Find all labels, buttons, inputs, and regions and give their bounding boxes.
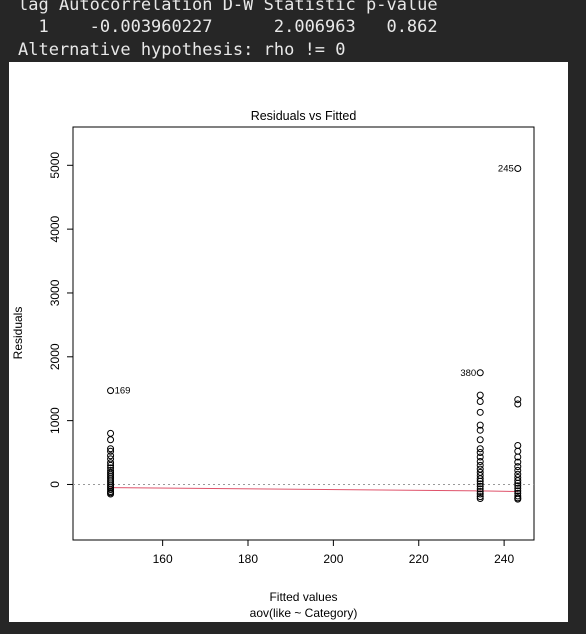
data-point <box>476 461 484 469</box>
console-line-hypothesis: Alternative hypothesis: rho != 0 <box>18 40 346 60</box>
data-point <box>514 482 522 490</box>
data-point <box>476 369 484 377</box>
data-point <box>514 447 522 455</box>
x-tick-label: 240 <box>494 552 514 566</box>
smooth-line <box>110 487 518 492</box>
x-tick-label: 220 <box>409 552 429 566</box>
chart-title: Residuals vs Fitted <box>251 109 357 123</box>
y-tick-label: 3000 <box>48 279 62 306</box>
x-tick-label: 160 <box>153 552 173 566</box>
x-axis-label: Fitted values <box>269 590 337 604</box>
y-tick-label: 5000 <box>48 152 62 179</box>
data-point <box>476 487 484 495</box>
data-point <box>476 482 484 490</box>
data-point <box>476 445 484 453</box>
data-point <box>476 436 484 444</box>
x-tick-label: 200 <box>323 552 343 566</box>
data-point <box>514 479 522 487</box>
data-point <box>476 449 484 457</box>
data-point <box>514 463 522 471</box>
data-point <box>514 400 522 408</box>
data-point <box>476 475 484 483</box>
y-tick-label: 2000 <box>48 343 62 370</box>
data-point <box>107 436 115 444</box>
data-point <box>514 453 522 461</box>
data-point <box>107 486 115 494</box>
x-axis-sublabel: aov(like ~ Category) <box>250 606 358 620</box>
data-point <box>107 459 115 467</box>
data-point <box>476 426 484 434</box>
data-point <box>514 484 522 492</box>
data-point <box>514 442 522 450</box>
data-point <box>476 408 484 416</box>
data-point <box>514 495 522 503</box>
data-point <box>476 493 484 501</box>
console-output: lag Autocorrelation D-W Statistic p-valu… <box>0 0 586 62</box>
data-point <box>476 457 484 465</box>
data-point <box>107 490 115 498</box>
data-point <box>476 490 484 498</box>
data-point <box>514 477 522 485</box>
data-point <box>476 495 484 503</box>
residuals-vs-fitted-chart: Residuals vs Fitted Fitted values aov(li… <box>11 109 535 620</box>
console-line-values: 1 -0.003960227 2.006963 0.862 <box>18 17 438 37</box>
console-line-header: lag Autocorrelation D-W Statistic p-valu… <box>18 0 438 15</box>
data-point <box>107 445 115 453</box>
plot-panel: Residuals vs Fitted Fitted values aov(li… <box>9 62 568 622</box>
data-point <box>514 487 522 495</box>
data-point <box>476 480 484 488</box>
y-axis-label: Residuals <box>11 307 25 360</box>
data-point <box>514 492 522 500</box>
y-tick-label: 4000 <box>48 215 62 242</box>
data-point <box>476 453 484 461</box>
data-point <box>107 452 115 460</box>
data-point <box>476 397 484 405</box>
y-tick-label: 0 <box>48 481 62 488</box>
data-point <box>476 391 484 399</box>
data-point <box>476 485 484 493</box>
data-point <box>107 429 115 437</box>
data-point <box>107 461 115 469</box>
data-point <box>476 477 484 485</box>
data-point <box>107 387 115 395</box>
point-annotation: 169 <box>115 386 131 397</box>
data-point <box>107 447 115 455</box>
data-point <box>514 396 522 404</box>
point-annotation: 245 <box>498 163 514 174</box>
data-point <box>514 164 522 172</box>
data-point <box>514 458 522 466</box>
x-tick-label: 180 <box>238 552 258 566</box>
data-point <box>514 466 522 474</box>
y-tick-label: 1000 <box>48 407 62 434</box>
point-annotation: 380 <box>460 368 476 379</box>
plot-frame <box>72 126 535 541</box>
data-point <box>476 421 484 429</box>
